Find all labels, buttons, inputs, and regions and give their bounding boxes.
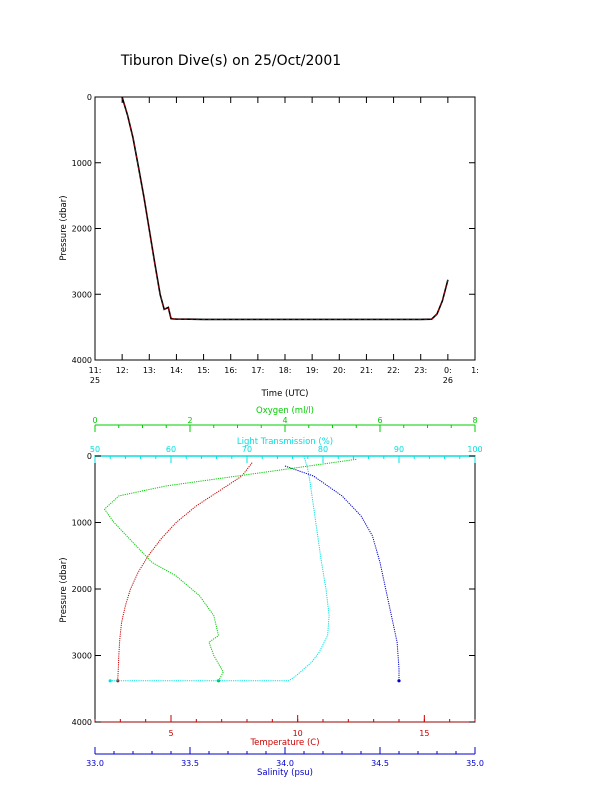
chart-title: Tiburon Dive(s) on 25/Oct/2001 — [120, 53, 341, 69]
salinity-tick-label: 35.0 — [466, 759, 484, 768]
salinity-tick-label: 33.0 — [86, 759, 104, 768]
top-x-tick-label: 11: — [89, 366, 102, 375]
top-x-tick-label: 21: — [360, 366, 373, 375]
oxygen-profile-line — [103, 458, 357, 682]
salinity-axis-label: Salinity (psu) — [257, 768, 313, 778]
top-x-tick-label: 13: — [143, 366, 156, 375]
top-y-axis-label: Pressure (dbar) — [59, 195, 69, 260]
salinity-tick-label: 34.5 — [371, 759, 389, 768]
time-pressure-plot: 11:25 12: 13: 14: 15: 16: 17: 18: 19: 20: 21: 22: 23… — [59, 93, 479, 399]
oxygen-tick-label: 4 — [282, 416, 287, 425]
top-x-tick-label: 12: — [116, 366, 129, 375]
oxygen-tick-label: 6 — [377, 416, 382, 425]
dive-depth-line — [121, 96, 449, 321]
oxygen-tick-label: 2 — [187, 416, 192, 425]
top-x-tick-label: 19: — [306, 366, 319, 375]
top-x-tick-label: 0: — [444, 366, 452, 375]
bottom-plot-frame — [94, 455, 476, 723]
transmission-profile-line — [110, 455, 330, 682]
temperature-profile-line — [117, 462, 253, 681]
profile-axes: 0 2 4 6 8 50 60 70 80 90 100 5 10 15 33.0 33.5 34.0 34.5 3… — [86, 416, 484, 768]
temperature-tick-label: 10 — [293, 729, 303, 738]
top-x-tick-label: 1: — [471, 366, 479, 375]
bottom-y-tick-label: 1000 — [72, 519, 92, 528]
temperature-bottom-point — [116, 679, 120, 683]
temperature-tick-label: 15 — [419, 729, 429, 738]
top-x-tick-sublabel: 25 — [90, 376, 100, 385]
bottom-y-tick-label: 0 — [87, 452, 92, 461]
top-x-tick-label: 16: — [224, 366, 237, 375]
temperature-axis-label: Temperature (C) — [249, 738, 319, 748]
transmission-bottom-point — [108, 679, 112, 683]
bottom-y-tick-label: 2000 — [72, 585, 92, 594]
top-y-tick-label: 4000 — [72, 356, 92, 365]
salinity-profile-line — [284, 465, 400, 681]
salinity-tick-label: 34.0 — [276, 759, 294, 768]
bottom-y-ticks: 0 1000 2000 3000 4000 — [72, 452, 475, 727]
dive-depth-series — [121, 96, 449, 321]
oxygen-tick-label: 0 — [92, 416, 97, 425]
bottom-y-tick-label: 3000 — [72, 652, 92, 661]
top-x-tick-label: 14: — [170, 366, 183, 375]
profile-plot: 0 2 4 6 8 50 60 70 80 90 100 5 10 15 33.0 33.5 34.0 34.5 3… — [59, 406, 484, 778]
transmission-tick-label: 50 — [90, 445, 100, 454]
profile-series — [103, 455, 401, 683]
top-y-tick-label: 1000 — [72, 159, 92, 168]
top-x-axis-label: Time (UTC) — [261, 389, 309, 399]
oxygen-axis-label: Oxygen (ml/l) — [256, 406, 314, 416]
transmission-tick-label: 90 — [394, 445, 404, 454]
transmission-tick-label: 60 — [166, 445, 176, 454]
salinity-bottom-point — [397, 679, 401, 683]
top-x-tick-label: 15: — [197, 366, 210, 375]
transmission-tick-label: 70 — [242, 445, 252, 454]
oxygen-tick-label: 8 — [472, 416, 477, 425]
top-x-tick-label: 18: — [279, 366, 292, 375]
top-x-tick-label: 20: — [333, 366, 346, 375]
top-y-ticks: 0 1000 2000 3000 4000 — [72, 93, 475, 365]
bottom-y-tick-label: 4000 — [72, 718, 92, 727]
bottom-y-axis-label: Pressure (dbar) — [59, 557, 69, 622]
top-y-tick-label: 3000 — [72, 290, 92, 299]
top-x-tick-sublabel: 26 — [443, 376, 453, 385]
salinity-tick-label: 33.5 — [181, 759, 199, 768]
top-x-ticks: 11:25 12: 13: 14: 15: 16: 17: 18: 19: 20: 21: 22: 23… — [89, 97, 479, 385]
top-y-tick-label: 0 — [87, 93, 92, 102]
transmission-tick-label: 80 — [318, 445, 328, 454]
top-x-tick-label: 23: — [414, 366, 427, 375]
top-y-tick-label: 2000 — [72, 225, 92, 234]
transmission-tick-label: 100 — [467, 445, 482, 454]
dive-depth-line-overlay — [121, 96, 449, 320]
temperature-tick-label: 5 — [168, 729, 173, 738]
transmission-axis-label: Light Transmission (%) — [237, 437, 333, 447]
top-x-tick-label: 22: — [387, 366, 400, 375]
top-x-tick-label: 17: — [251, 366, 264, 375]
top-plot-frame — [94, 96, 476, 361]
